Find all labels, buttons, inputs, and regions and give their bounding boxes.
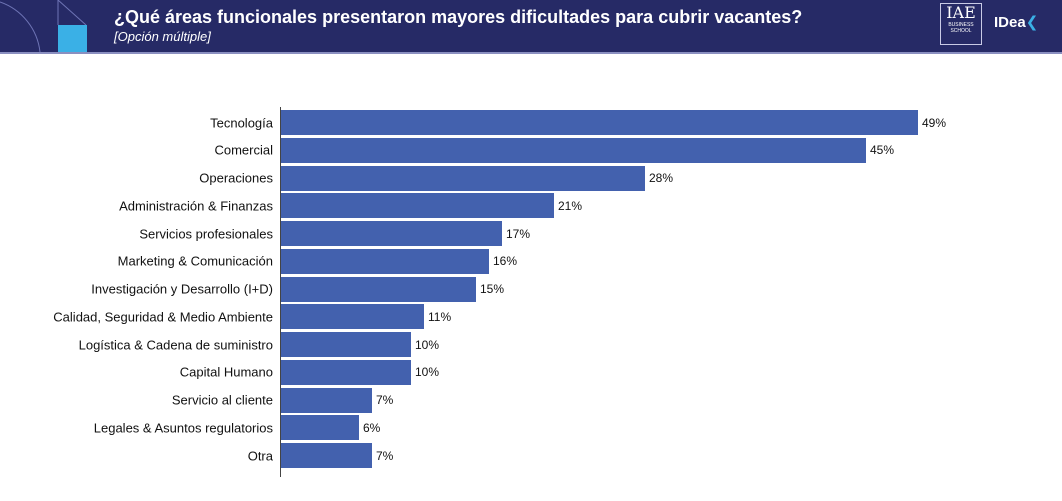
category-label: Marketing & Comunicación [117, 253, 273, 269]
chevron-left-icon: ❮ [1025, 14, 1039, 31]
iae-logo-text: IAE [946, 3, 976, 22]
decorative-square [58, 25, 87, 52]
iae-logo: IAE BUSINESS SCHOOL [940, 3, 982, 45]
bar [281, 304, 424, 330]
value-label: 17% [506, 226, 531, 241]
page-subtitle: [Opción múltiple] [114, 29, 211, 44]
bar [281, 443, 372, 468]
value-label: 11% [428, 309, 452, 324]
category-label: Servicio al cliente [171, 392, 273, 408]
value-label: 28% [649, 171, 674, 185]
value-label: 7% [376, 448, 394, 463]
category-label: Calidad, Seguridad & Medio Ambiente [53, 309, 273, 325]
value-label: 10% [415, 337, 440, 352]
idea-logo: IDea❮ [994, 13, 1038, 31]
value-label: 45% [870, 143, 895, 158]
bar [281, 110, 918, 135]
value-label: 21% [558, 198, 583, 213]
category-label: Legales & Asuntos regulatorios [93, 420, 273, 436]
bar [281, 221, 502, 246]
category-label: Operaciones [199, 170, 273, 186]
idea-logo-text: IDea [994, 14, 1026, 31]
category-label: Comercial [214, 142, 273, 158]
category-label: Servicios profesionales [139, 226, 273, 241]
category-label: Logística & Cadena de suministro [78, 337, 273, 352]
value-label: 49% [922, 115, 947, 130]
bar [281, 276, 476, 302]
bar [281, 332, 411, 357]
header: ¿Qué áreas funcionales presentaron mayor… [0, 0, 1062, 54]
value-label: 10% [415, 365, 440, 380]
category-label: Administración & Finanzas [119, 198, 273, 214]
bar [281, 359, 411, 385]
bar [281, 165, 645, 191]
y-axis-line [280, 107, 281, 477]
bar [281, 137, 866, 163]
category-label: Investigación y Desarrollo (I+D) [91, 281, 273, 297]
page-title: ¿Qué áreas funcionales presentaron mayor… [114, 7, 803, 27]
category-label: Capital Humano [179, 364, 273, 380]
value-label: 6% [363, 420, 381, 435]
decorative-shapes [0, 0, 87, 52]
category-label: Otra [247, 448, 273, 463]
bar [281, 415, 359, 441]
iae-logo-subtext: BUSINESS SCHOOL [948, 22, 974, 34]
value-label: 16% [493, 254, 518, 269]
value-label: 15% [480, 282, 505, 296]
bar [281, 387, 372, 413]
value-label: 7% [376, 393, 394, 407]
bar [281, 248, 489, 274]
bar [281, 193, 554, 219]
category-label: Tecnología [210, 115, 273, 130]
